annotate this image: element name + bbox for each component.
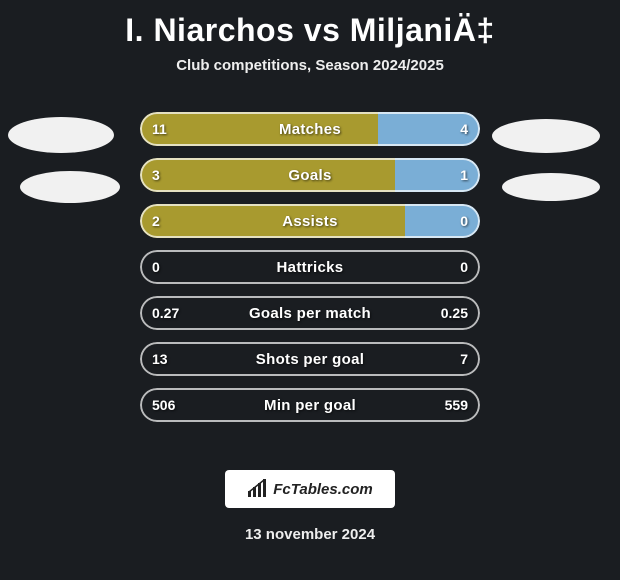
stat-bars: 11Matches43Goals12Assists00Hattricks00.2… <box>140 112 480 422</box>
stat-label: Matches <box>140 112 480 146</box>
player-oval <box>8 117 114 153</box>
stat-label: Min per goal <box>140 388 480 422</box>
stat-label: Hattricks <box>140 250 480 284</box>
player-oval <box>20 171 120 203</box>
player-oval <box>492 119 600 153</box>
watermark-text: FcTables.com <box>273 481 372 498</box>
subtitle: Club competitions, Season 2024/2025 <box>0 57 620 74</box>
chart-icon <box>247 479 269 499</box>
stat-row: 2Assists0 <box>140 204 480 238</box>
stat-right-value: 0.25 <box>441 296 468 330</box>
stat-right-value: 0 <box>460 204 468 238</box>
stat-row: 3Goals1 <box>140 158 480 192</box>
stat-label: Goals per match <box>140 296 480 330</box>
stat-row: 506Min per goal559 <box>140 388 480 422</box>
stat-label: Shots per goal <box>140 342 480 376</box>
stat-row: 0.27Goals per match0.25 <box>140 296 480 330</box>
stat-right-value: 0 <box>460 250 468 284</box>
stat-row: 0Hattricks0 <box>140 250 480 284</box>
stat-right-value: 559 <box>445 388 468 422</box>
stats-area: 11Matches43Goals12Assists00Hattricks00.2… <box>0 112 620 452</box>
date-text: 13 november 2024 <box>0 526 620 543</box>
stat-label: Goals <box>140 158 480 192</box>
stat-label: Assists <box>140 204 480 238</box>
stat-right-value: 7 <box>460 342 468 376</box>
stat-right-value: 4 <box>460 112 468 146</box>
page-title: I. Niarchos vs MiljaniÄ‡ <box>0 0 620 49</box>
stat-right-value: 1 <box>460 158 468 192</box>
player-oval <box>502 173 600 201</box>
stat-row: 11Matches4 <box>140 112 480 146</box>
watermark: FcTables.com <box>225 470 395 508</box>
stat-row: 13Shots per goal7 <box>140 342 480 376</box>
